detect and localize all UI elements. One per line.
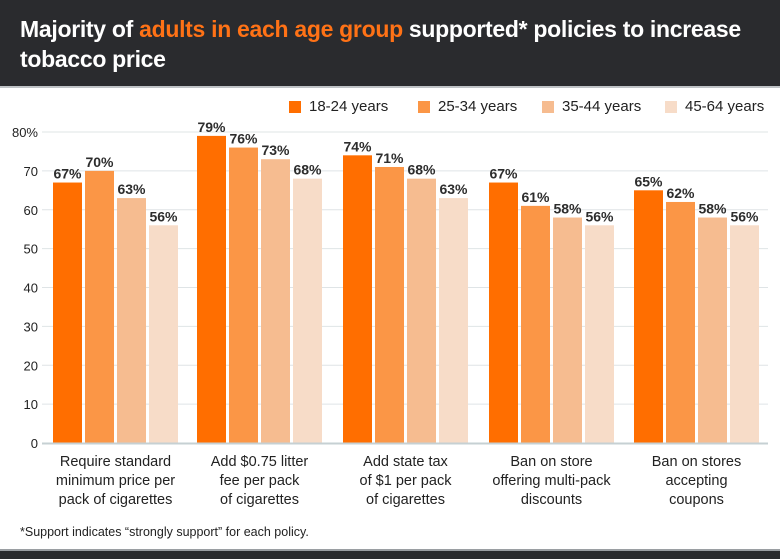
y-tick-label: 20: [24, 358, 38, 373]
bar-18-24-years: [53, 182, 82, 443]
data-label: 68%: [293, 162, 322, 178]
y-tick-label: 80%: [12, 125, 38, 140]
data-label: 76%: [229, 131, 258, 147]
data-label: 56%: [585, 208, 614, 224]
legend-swatch: [289, 100, 301, 113]
bar-35-44-years: [407, 178, 436, 443]
data-label: 63%: [117, 181, 146, 197]
title-text: Majority of: [20, 16, 140, 42]
data-label: 74%: [343, 138, 372, 154]
y-tick-label: 70: [24, 164, 38, 179]
data-label: 61%: [521, 189, 550, 205]
data-label: 63%: [439, 181, 468, 197]
x-category-label: coupons: [669, 492, 724, 508]
bar-35-44-years: [261, 159, 290, 443]
y-tick-label: 40: [24, 281, 38, 296]
title-text-end: supported* policies to increase tobacco …: [20, 16, 741, 72]
bar-18-24-years: [197, 135, 226, 443]
x-category-label: Add state tax: [363, 454, 448, 470]
bar-25-34-years: [85, 170, 114, 443]
bar-25-34-years: [666, 201, 695, 443]
bar-35-44-years: [117, 198, 146, 443]
x-category-label: of cigarettes: [366, 492, 445, 508]
data-label: 56%: [149, 208, 178, 224]
data-label: 68%: [407, 162, 436, 178]
y-tick-label: 10: [24, 397, 38, 412]
data-label: 67%: [489, 166, 518, 182]
x-category-label: Require standard: [60, 454, 171, 470]
bar-25-34-years: [521, 205, 550, 443]
data-label: 73%: [261, 142, 290, 158]
footnote: *Support indicates “strongly support” fo…: [20, 525, 309, 539]
y-tick-label: 0: [31, 436, 38, 451]
bar-18-24-years: [634, 190, 663, 443]
bar-45-64-years: [293, 178, 322, 443]
x-category-label: of cigarettes: [220, 492, 299, 508]
bar-18-24-years: [343, 155, 372, 443]
legend-swatch: [665, 100, 677, 113]
x-category-label: pack of cigarettes: [59, 492, 173, 508]
x-category-label: fee per pack: [220, 473, 301, 489]
legend-item: 35-44 years: [542, 98, 641, 115]
legend-item: 18-24 years: [289, 98, 388, 115]
legend-label: 25-34 years: [438, 98, 518, 115]
y-tick-label: 50: [24, 242, 38, 257]
footer-bar: [0, 549, 780, 559]
chart-title: Majority of adults in each age group sup…: [20, 14, 760, 74]
bar-45-64-years: [730, 225, 759, 443]
data-label: 58%: [698, 201, 727, 217]
x-category-label: minimum price per: [56, 473, 175, 489]
bar-45-64-years: [585, 225, 614, 443]
legend-item: 45-64 years: [665, 98, 764, 115]
title-highlight: adults in each age group: [139, 16, 403, 42]
data-label: 56%: [730, 208, 759, 224]
data-label: 79%: [197, 119, 226, 135]
legend: 18-24 years 25-34 years 35-44 years 45-64 y…: [0, 98, 780, 118]
x-category-label: Ban on stores: [652, 454, 741, 470]
legend-label: 35-44 years: [562, 98, 642, 115]
x-category-label: offering multi-pack: [492, 473, 611, 489]
bar-45-64-years: [149, 225, 178, 443]
y-tick-label: 60: [24, 203, 38, 218]
y-tick-label: 30: [24, 319, 38, 334]
legend-item: 25-34 years: [418, 98, 517, 115]
legend-swatch: [542, 100, 554, 113]
data-label: 70%: [85, 154, 114, 170]
x-category-label: discounts: [521, 492, 582, 508]
x-category-label: accepting: [665, 473, 727, 489]
bar-35-44-years: [698, 217, 727, 443]
bar-25-34-years: [229, 147, 258, 444]
data-label: 71%: [375, 150, 404, 166]
bar-45-64-years: [439, 198, 468, 443]
bar-25-34-years: [375, 166, 404, 444]
data-label: 58%: [553, 201, 582, 217]
x-category-label: of $1 per pack: [360, 473, 453, 489]
bar-18-24-years: [489, 182, 518, 443]
data-label: 67%: [53, 166, 82, 182]
header-banner: Majority of adults in each age group sup…: [0, 0, 780, 88]
data-label: 62%: [666, 185, 695, 201]
legend-label: 18-24 years: [309, 98, 389, 115]
x-category-label: Ban on store: [510, 454, 592, 470]
legend-swatch: [418, 100, 430, 113]
legend-label: 45-64 years: [685, 98, 765, 115]
data-label: 65%: [634, 173, 663, 189]
x-category-label: Add $0.75 litter: [211, 454, 309, 470]
bar-35-44-years: [553, 217, 582, 443]
